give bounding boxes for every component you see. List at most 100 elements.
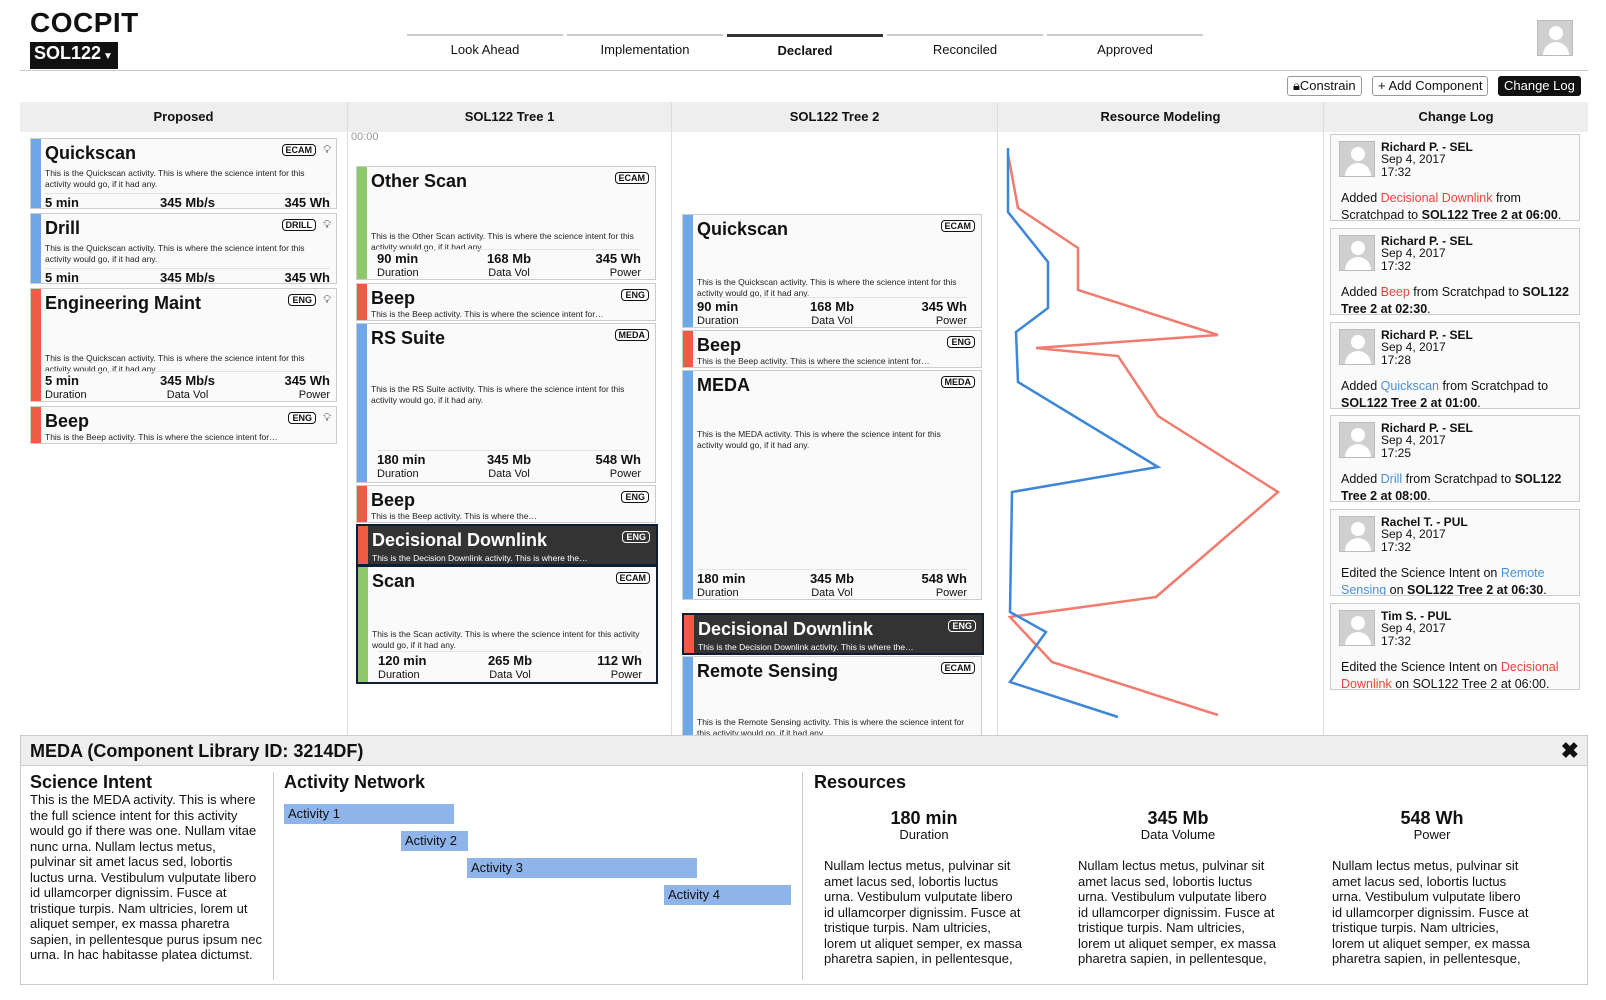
divider: [273, 772, 274, 980]
tree1-card-scan[interactable]: Scan ECAM This is the Scan activity. Thi…: [356, 565, 658, 684]
lightbulb-icon[interactable]: 💡︎: [323, 412, 331, 424]
msg-highlight[interactable]: Decisional Downlink: [1380, 191, 1493, 205]
constrain-button[interactable]: 🔒︎Constrain: [1287, 76, 1362, 96]
column-header-proposed: Proposed: [20, 102, 348, 132]
tab-declared[interactable]: Declared: [727, 34, 883, 64]
card-description: This is the Scan activity. This is where…: [372, 629, 640, 650]
changelog-entry[interactable]: Richard P. - SEL Sep 4, 2017 17:25 Added …: [1330, 415, 1580, 502]
entry-author: Rachel T. - PUL: [1381, 515, 1468, 529]
power-label: Power: [610, 669, 642, 681]
duration-value: 5 min: [45, 270, 79, 284]
activity-bar-1[interactable]: Activity 1: [284, 804, 454, 824]
tab-approved[interactable]: Approved: [1047, 34, 1203, 64]
resource-modeling-column: [998, 132, 1324, 735]
proposed-card-drill[interactable]: Drill DRILL 💡︎ This is the Quickscan act…: [30, 213, 337, 284]
tree2-card-remote-sensing[interactable]: Remote Sensing ECAM This is the Remote S…: [682, 656, 982, 735]
msg-highlight[interactable]: Remote Sensing: [1341, 566, 1545, 596]
activity-color-bar: [683, 657, 693, 735]
card-tag: ENG: [621, 491, 649, 503]
duration-stat: 120 min Duration: [378, 653, 465, 682]
msg-post: .: [1477, 396, 1481, 409]
detail-panel: MEDA (Component Library ID: 3214DF) ✖ Sc…: [20, 735, 1588, 985]
resource-value: 180 min: [890, 808, 958, 828]
msg-mid: from Scratchpad to: [1409, 285, 1523, 299]
user-avatar[interactable]: [1537, 20, 1573, 56]
msg-mid: from Scratchpad to: [1438, 379, 1549, 393]
changelog-entry[interactable]: Richard P. - SEL Sep 4, 2017 17:32 Added …: [1330, 228, 1580, 315]
activity-color-bar: [684, 615, 694, 653]
change-log-button[interactable]: Change Log: [1498, 76, 1581, 96]
lightbulb-icon[interactable]: 💡︎: [323, 294, 331, 306]
proposed-card-quickscan[interactable]: Quickscan ECAM 💡︎ This is the Quickscan …: [30, 138, 337, 209]
lightbulb-icon[interactable]: 💡︎: [323, 144, 331, 156]
msg-highlight[interactable]: Decisional Downlink: [1341, 660, 1559, 690]
card-title: Remote Sensing: [697, 661, 839, 681]
activity-bar-4[interactable]: Activity 4: [664, 885, 791, 905]
column-header-tree1: SOL122 Tree 1: [348, 102, 672, 132]
activity-color-bar: [358, 526, 368, 564]
card-stats: 120 min Duration 265 Mb Data Vol 112 Wh Pow…: [378, 651, 642, 682]
resource-text: Nullam lectus metus, pulvinar sit amet l…: [1078, 858, 1276, 966]
activity-bar-3[interactable]: Activity 3: [467, 858, 697, 878]
changelog-entry[interactable]: Rachel T. - PUL Sep 4, 2017 17:32 Edited …: [1330, 509, 1580, 596]
card-description: This is the Beep activity. This is where…: [371, 309, 604, 319]
data-value: 345 Mb/s: [160, 195, 215, 209]
card-description: This is the Quickscan activity. This is …: [45, 243, 305, 264]
card-stats: 5 min 345 Mb/s 345 Wh: [45, 268, 330, 284]
msg-highlight[interactable]: Beep: [1380, 285, 1410, 299]
card-description: This is the Beep activity. This is where…: [45, 432, 278, 442]
entry-author: Richard P. - SEL: [1381, 328, 1473, 342]
activity-color-bar: [683, 215, 693, 327]
tree1-card-rs-suite[interactable]: RS Suite MEDA This is the RS Suite activ…: [356, 323, 656, 483]
changelog-entry[interactable]: Tim S. - PUL Sep 4, 2017 17:32 Edited the…: [1330, 603, 1580, 690]
add-component-button[interactable]: + Add Component: [1372, 76, 1489, 96]
tab-look-ahead[interactable]: Look Ahead: [407, 34, 563, 64]
proposed-card-engineering-maint[interactable]: Engineering Maint ENG 💡︎ This is the Qui…: [30, 288, 337, 402]
avatar: [1339, 141, 1375, 177]
data-label: Data Vol: [811, 587, 853, 599]
entry-date: Sep 4, 2017 17:28: [1381, 341, 1446, 367]
activity-bar-2[interactable]: Activity 2: [401, 831, 468, 851]
close-icon[interactable]: ✖: [1560, 738, 1579, 763]
card-description: This is the Remote Sensing activity. Thi…: [697, 717, 965, 735]
duration-value: 5 min: [45, 373, 79, 388]
plus-icon: +: [1378, 78, 1389, 93]
tree1-card-other-scan[interactable]: Other Scan ECAM This is the Other Scan a…: [356, 166, 656, 280]
changelog-entry[interactable]: Richard P. - SEL Sep 4, 2017 17:28 Added …: [1330, 322, 1580, 409]
tree2-card-meda[interactable]: MEDA MEDA This is the MEDA activity. Thi…: [682, 370, 982, 600]
sol-selector[interactable]: SOL122 ▼: [30, 42, 118, 69]
tab-reconciled[interactable]: Reconciled: [887, 34, 1043, 64]
time-value: 17:32: [1381, 540, 1412, 554]
data-label: Data Vol: [166, 389, 209, 401]
msg-post: .: [1427, 489, 1431, 502]
msg-post: .: [1427, 302, 1431, 315]
entry-message: Added Decisional Downlink from Scratchpa…: [1341, 190, 1573, 220]
tab-implementation[interactable]: Implementation: [567, 34, 723, 64]
resource-duration: 180 min Duration Nullam lectus metus, pu…: [824, 808, 1024, 967]
msg-highlight[interactable]: Quickscan: [1380, 379, 1439, 393]
msg-mid: from Scratchpad to: [1402, 472, 1515, 486]
msg-highlight[interactable]: Drill: [1380, 472, 1403, 486]
card-description: This is the MEDA activity. This is where…: [697, 429, 941, 450]
column-header-resource: Resource Modeling: [998, 102, 1324, 132]
duration-value: 120 min: [378, 653, 427, 668]
date-value: Sep 4, 2017: [1381, 246, 1446, 260]
lightbulb-icon[interactable]: 💡︎: [323, 219, 331, 231]
date-value: Sep 4, 2017: [1381, 433, 1446, 447]
tree2-card-quickscan[interactable]: Quickscan ECAM This is the Quickscan act…: [682, 214, 982, 328]
msg-mid: on: [1386, 583, 1408, 596]
proposed-card-beep[interactable]: Beep ENG 💡︎ This is the Beep activity. T…: [30, 406, 337, 444]
card-title: Decisional Downlink: [372, 530, 548, 550]
tree1-card-beep-2[interactable]: Beep ENG This is the Beep activity. This…: [356, 485, 656, 523]
tree1-column: 00:00 Other Scan ECAM This is the Other …: [348, 132, 672, 735]
tree2-card-beep[interactable]: Beep ENG This is the Beep activity. This…: [682, 330, 982, 368]
data-line: [1006, 148, 1162, 719]
changelog-entry[interactable]: Richard P. - SEL Sep 4, 2017 17:32 Added …: [1330, 134, 1580, 221]
msg-pre: Added: [1341, 472, 1381, 486]
card-tag: ENG: [947, 336, 975, 348]
duration-stat: 90 min Duration: [377, 251, 464, 279]
msg-pre: Added: [1341, 285, 1381, 299]
tree2-card-decisional-downlink[interactable]: Decisional Downlink ENG This is the Deci…: [682, 613, 984, 655]
tree1-card-beep[interactable]: Beep ENG This is the Beep activity. This…: [356, 283, 656, 321]
tree1-card-decisional-downlink[interactable]: Decisional Downlink ENG This is the Deci…: [356, 524, 658, 566]
